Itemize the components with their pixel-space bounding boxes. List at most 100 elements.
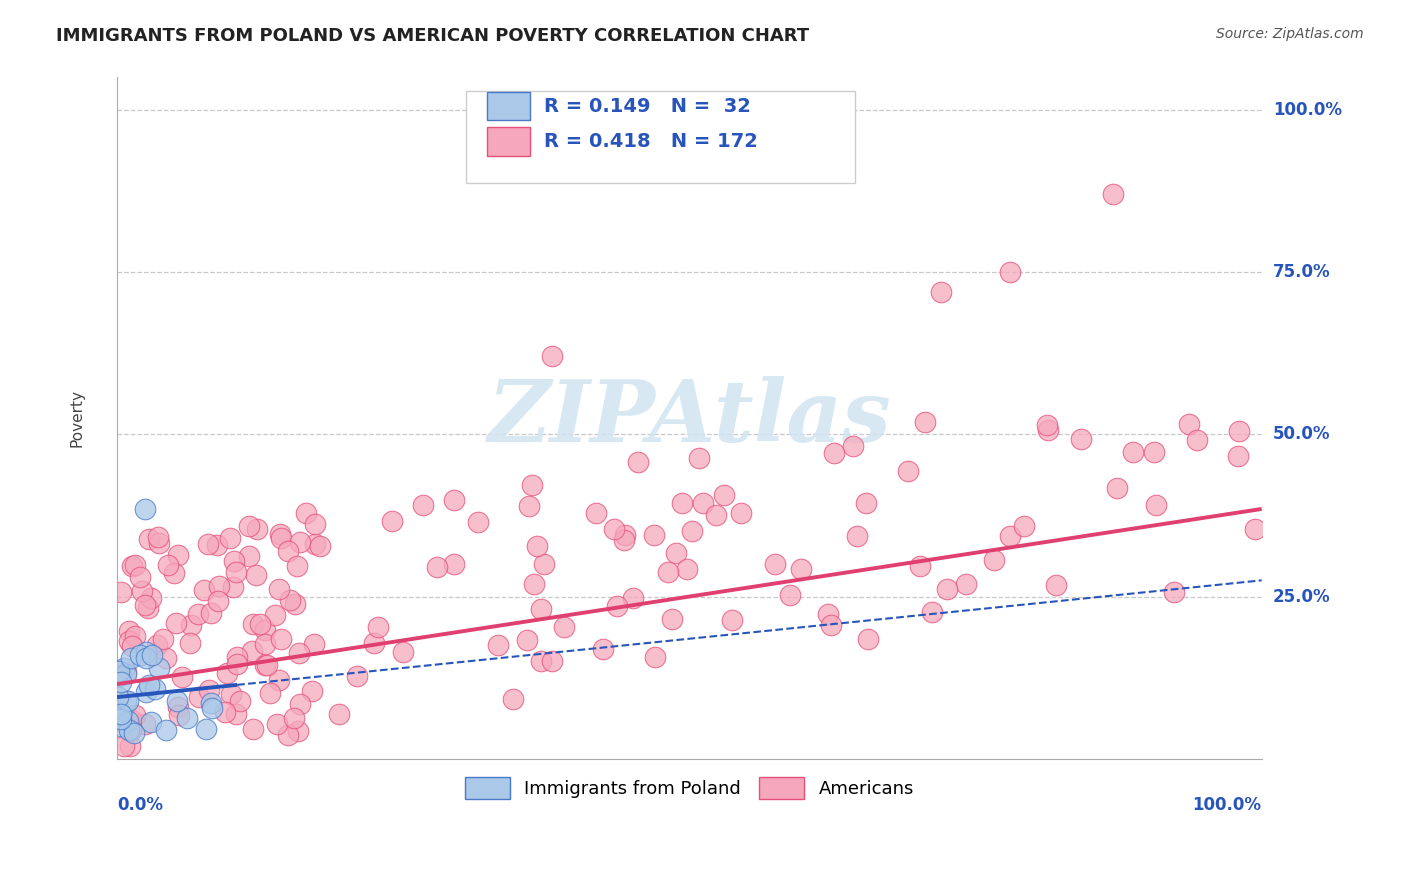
Point: [1178, 417, 1201, 432]
Point: [131, 583, 153, 598]
Point: [269, 526, 291, 541]
Point: [346, 669, 368, 683]
Point: [120, 651, 142, 665]
Point: [139, 591, 162, 606]
Point: [443, 493, 465, 508]
Text: Poverty: Poverty: [69, 389, 84, 447]
Point: [107, 665, 129, 679]
Point: [779, 588, 801, 602]
Point: [657, 565, 679, 579]
Point: [224, 554, 246, 568]
Point: [118, 634, 141, 648]
Point: [110, 706, 132, 721]
Point: [533, 557, 555, 571]
Point: [215, 666, 238, 681]
Point: [122, 726, 145, 740]
Point: [165, 615, 187, 630]
Point: [225, 706, 247, 721]
Point: [301, 684, 323, 698]
Point: [426, 559, 449, 574]
Point: [910, 559, 932, 574]
FancyBboxPatch shape: [486, 92, 530, 120]
Point: [201, 701, 224, 715]
Point: [897, 464, 920, 478]
Point: [120, 739, 142, 753]
Point: [141, 648, 163, 663]
Point: [167, 548, 190, 562]
Point: [219, 687, 242, 701]
Point: [929, 285, 952, 299]
Point: [1163, 585, 1185, 599]
Point: [155, 723, 177, 737]
Point: [200, 606, 222, 620]
Point: [284, 597, 307, 611]
Point: [681, 524, 703, 538]
Point: [627, 455, 650, 469]
Point: [1143, 445, 1166, 459]
Point: [278, 593, 301, 607]
Point: [128, 570, 150, 584]
Point: [152, 632, 174, 647]
Point: [520, 478, 543, 492]
Point: [1045, 578, 1067, 592]
Point: [157, 558, 180, 572]
Point: [661, 612, 683, 626]
Point: [288, 535, 311, 549]
Point: [277, 728, 299, 742]
Point: [134, 598, 156, 612]
Point: [193, 582, 215, 597]
Point: [107, 690, 129, 705]
Point: [998, 265, 1021, 279]
Point: [108, 669, 131, 683]
Point: [530, 654, 553, 668]
Point: [823, 446, 845, 460]
Point: [117, 694, 139, 708]
Text: 50.0%: 50.0%: [1272, 425, 1330, 443]
Point: [121, 639, 143, 653]
Point: [998, 529, 1021, 543]
Point: [205, 538, 228, 552]
Point: [124, 708, 146, 723]
Point: [285, 559, 308, 574]
Point: [135, 651, 157, 665]
Point: [553, 620, 575, 634]
Point: [207, 594, 229, 608]
Legend: Immigrants from Poland, Americans: Immigrants from Poland, Americans: [456, 768, 922, 807]
Point: [118, 723, 141, 738]
Point: [842, 439, 865, 453]
Text: R = 0.149   N =  32: R = 0.149 N = 32: [544, 96, 751, 116]
Point: [121, 713, 143, 727]
Point: [238, 519, 260, 533]
Point: [167, 700, 190, 714]
Point: [179, 636, 201, 650]
Point: [134, 717, 156, 731]
Point: [187, 607, 209, 622]
Point: [1102, 187, 1125, 202]
Point: [111, 705, 134, 719]
Point: [381, 514, 404, 528]
Point: [308, 539, 330, 553]
Point: [302, 637, 325, 651]
Point: [256, 658, 278, 673]
Text: ZIPAtlas: ZIPAtlas: [488, 376, 891, 460]
Point: [283, 711, 305, 725]
Text: Source: ZipAtlas.com: Source: ZipAtlas.com: [1216, 27, 1364, 41]
Point: [148, 536, 170, 550]
Point: [138, 533, 160, 547]
Point: [467, 515, 489, 529]
Point: [621, 591, 644, 605]
Point: [592, 642, 614, 657]
Point: [1122, 445, 1144, 459]
Point: [706, 508, 728, 522]
Point: [486, 639, 509, 653]
Point: [1070, 432, 1092, 446]
Point: [143, 681, 166, 696]
Point: [412, 498, 434, 512]
Text: 25.0%: 25.0%: [1272, 588, 1330, 606]
Point: [226, 657, 249, 672]
Point: [120, 723, 142, 737]
Point: [288, 646, 311, 660]
Point: [264, 608, 287, 623]
Point: [936, 582, 959, 596]
Point: [242, 617, 264, 632]
